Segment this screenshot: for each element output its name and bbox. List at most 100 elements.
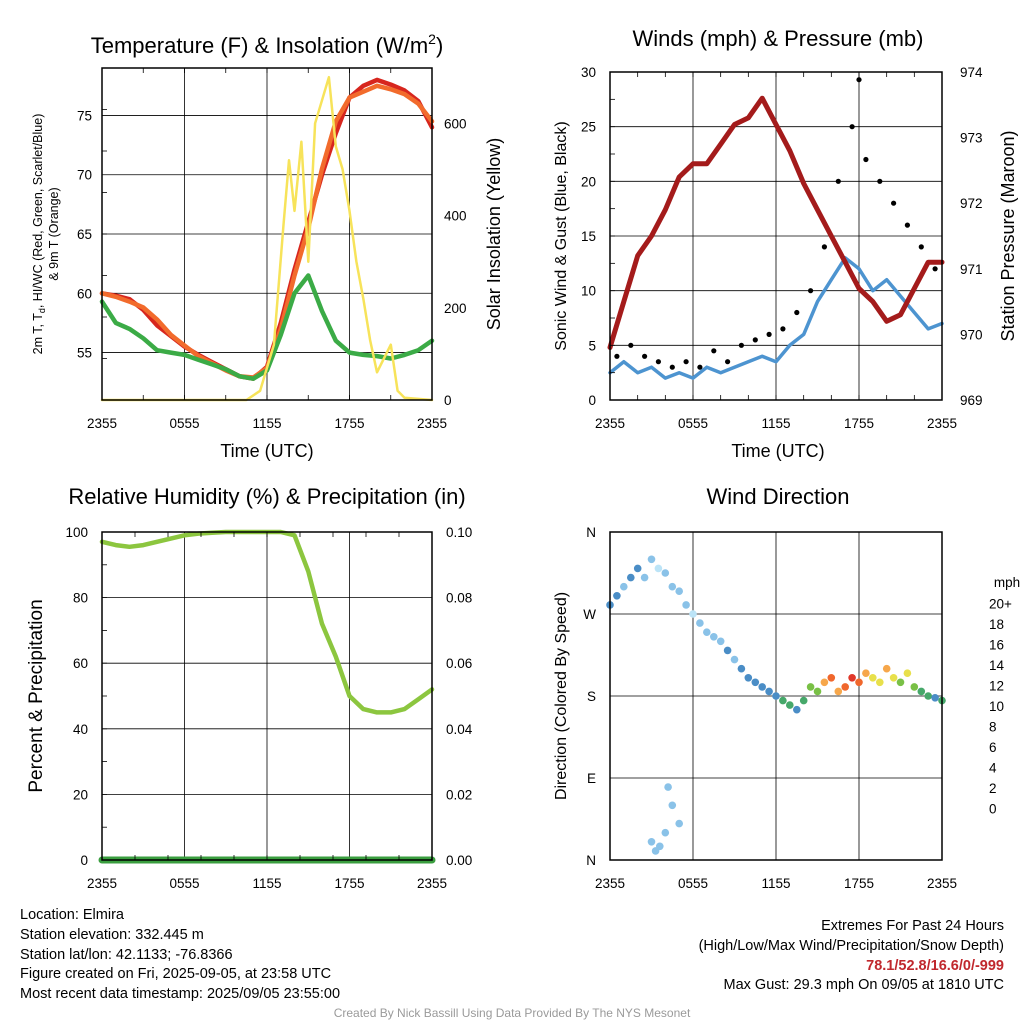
winds-gust-point: [780, 326, 786, 332]
direction-point: [696, 619, 704, 627]
colorbar-label: 4: [989, 761, 997, 776]
direction-point: [640, 573, 649, 582]
credit-text: Created By Nick Bassill Using Data Provi…: [333, 1006, 691, 1020]
direction-point: [917, 687, 926, 696]
winds-y2tick-label: 969: [960, 393, 983, 408]
temperature-ylabel-line1: 2m T, Td, HI/WC (Red, Green, Scarlet/Blu…: [31, 114, 47, 355]
created-text: Figure created on Fri, 2025-09-05, at 23…: [20, 966, 332, 983]
direction-point: [820, 678, 829, 687]
winds-y2tick-label: 971: [960, 262, 983, 277]
direction-point: [664, 783, 672, 791]
direction-point: [765, 687, 773, 696]
direction-point: [647, 838, 656, 846]
winds-gust-point: [697, 364, 703, 370]
direction-point: [668, 582, 677, 591]
winds-xlabel: Time (UTC): [731, 441, 824, 461]
temperature-y2tick-label: 0: [444, 393, 452, 408]
direction-point: [786, 701, 794, 709]
temperature-xtick-label: 1155: [252, 416, 281, 431]
humidity-frame: [101, 531, 433, 861]
direction-plot: N E S W N 2355 0555 1155 1755 2355 Wind Direction D…: [553, 484, 1020, 891]
direction-point: [668, 801, 677, 810]
direction-point: [827, 674, 836, 682]
temperature-xtick-label: 1755: [334, 416, 364, 431]
temperature-title-end: ): [436, 33, 443, 58]
direction-point: [751, 678, 760, 687]
recent-text: Most recent data timestamp: 2025/09/05 2…: [20, 986, 341, 1003]
direction-point: [656, 842, 664, 851]
direction-xtick-label: 0555: [678, 876, 708, 891]
winds-gust-point: [655, 359, 662, 365]
winds-gust-point: [614, 353, 620, 359]
humidity-y2tick-label: 0.10: [446, 525, 472, 540]
direction-ytick-label: N: [586, 525, 596, 540]
humidity-y2tick-label: 0.02: [446, 787, 472, 802]
temperature-ytick-label: 75: [77, 108, 92, 123]
humidity-ytick-label: 60: [73, 656, 88, 671]
temperature-ylabel-part: , HI/WC (Red, Green, Scarlet/Blue): [31, 114, 45, 309]
direction-point: [841, 683, 849, 691]
winds-gust-point: [752, 337, 758, 343]
humidity-title: Relative Humidity (%) & Precipitation (i…: [68, 484, 465, 509]
extremes-block: Extremes For Past 24 Hours (High/Low/Max…: [699, 917, 1004, 996]
direction-point: [744, 674, 753, 682]
direction-point: [627, 573, 635, 582]
direction-point: [689, 610, 697, 618]
colorbar-label: 6: [989, 740, 997, 755]
winds-gust-point: [711, 348, 717, 354]
temperature-xtick-label: 0555: [169, 416, 199, 431]
colorbar-label: 10: [989, 699, 1004, 714]
temperature-y2label: Solar Insolation (Yellow): [484, 138, 504, 330]
direction-point: [647, 555, 656, 564]
winds-ytick-label: 5: [588, 338, 596, 353]
direction-point: [855, 678, 863, 687]
direction-point: [931, 694, 939, 702]
direction-ytick-label: E: [587, 771, 596, 786]
humidity-ylabel: Percent & Precipitation: [26, 599, 47, 792]
winds-series-pressure: [607, 95, 945, 350]
direction-point: [758, 683, 766, 691]
winds-plot: 0 5 10 15 20 25 30 969 970 971 972 973 974 2355 0555 11…: [553, 26, 1018, 461]
winds-xtick-label: 1155: [761, 416, 790, 431]
colorbar-label: 0: [989, 802, 997, 817]
direction-point: [834, 687, 843, 696]
winds-y2tick-label: 974: [960, 65, 983, 80]
winds-gust-point: [904, 222, 911, 228]
direction-point: [675, 819, 683, 828]
direction-point: [896, 678, 905, 687]
direction-point: [620, 582, 628, 591]
colorbar-label: 8: [989, 720, 997, 735]
colorbar-title: mph: [994, 575, 1020, 590]
winds-y2tick-label: 972: [960, 196, 983, 211]
direction-xtick-label: 2355: [927, 876, 957, 891]
colorbar-label: 16: [989, 637, 1004, 652]
winds-gust-point: [863, 156, 869, 163]
colorbar-label: 14: [989, 658, 1005, 673]
temperature-y2tick-label: 200: [444, 301, 467, 316]
direction-point: [910, 683, 919, 691]
direction-point: [799, 696, 808, 705]
direction-point: [710, 633, 718, 641]
direction-xtick-label: 2355: [595, 876, 625, 891]
elevation-text: Station elevation: 332.445 m: [20, 926, 204, 943]
direction-point: [772, 692, 780, 700]
winds-series-wind: [608, 256, 944, 380]
temperature-title-sup: 2: [428, 31, 436, 47]
winds-gust-point: [808, 288, 814, 294]
direction-point: [869, 674, 877, 682]
direction-point: [730, 655, 739, 664]
humidity-y2tick-label: 0.06: [446, 656, 472, 671]
direction-point: [779, 696, 787, 705]
winds-frame: [609, 71, 943, 401]
humidity-ytick-label: 20: [73, 787, 88, 802]
temperature-ytick-label: 70: [77, 168, 92, 183]
temperature-ylabel-sub: d: [37, 308, 47, 313]
winds-gust-point: [891, 200, 897, 206]
temperature-series-insolation: [100, 75, 434, 402]
humidity-xtick-label: 2355: [87, 876, 117, 891]
direction-point: [806, 683, 815, 691]
direction-xtick-label: 1155: [761, 876, 790, 891]
winds-title: Winds (mph) & Pressure (mb): [633, 26, 924, 51]
colorbar-label: 12: [989, 678, 1004, 693]
